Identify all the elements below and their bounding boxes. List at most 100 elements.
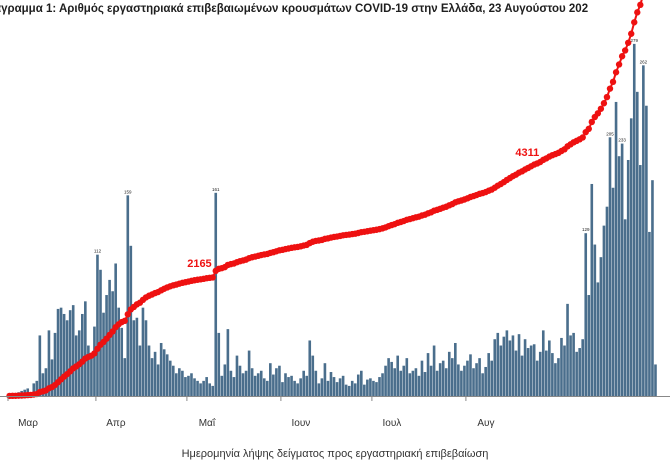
bar [575, 351, 578, 396]
cumulative-label: 2165 [187, 258, 211, 270]
bar-value-label: 279 [631, 38, 639, 43]
bar [272, 374, 275, 396]
bar [232, 377, 236, 396]
bar [548, 340, 551, 396]
bar [487, 353, 490, 396]
bar [375, 382, 378, 396]
bar [417, 375, 421, 396]
cumulative-point [631, 19, 638, 26]
bar [545, 350, 548, 396]
bar [469, 354, 472, 396]
cumulative-point [634, 9, 641, 16]
bar [566, 303, 569, 396]
bar [244, 370, 248, 396]
bar [360, 370, 363, 396]
bar [466, 360, 469, 396]
cumulative-point [594, 110, 602, 117]
bar [141, 307, 145, 396]
bar [629, 118, 633, 396]
bar [123, 358, 127, 396]
bar [132, 320, 136, 396]
bar [281, 382, 284, 396]
bar [554, 363, 557, 396]
bar [259, 370, 263, 396]
bar [44, 368, 48, 396]
bar [329, 372, 333, 396]
bar [162, 349, 166, 396]
cumulative-point [588, 118, 595, 126]
bar [62, 313, 66, 396]
bar [526, 348, 530, 396]
bar [90, 358, 93, 396]
bar [71, 305, 75, 396]
bar [68, 310, 72, 396]
bar [217, 332, 221, 396]
bar [205, 377, 208, 396]
bar [584, 233, 588, 396]
bar [505, 330, 509, 396]
bar [460, 370, 463, 396]
bar [475, 363, 478, 396]
cumulative-point [621, 47, 629, 54]
bar-value-label: 205 [606, 131, 614, 136]
x-tick-label: Μαρ [18, 418, 38, 429]
bar [496, 332, 500, 396]
x-tick-label: Ιουλ [382, 418, 401, 429]
bar [299, 378, 302, 396]
bar [541, 330, 545, 396]
bar [47, 330, 51, 396]
bar [256, 373, 260, 396]
cumulative-point [606, 85, 614, 92]
bar [323, 363, 327, 396]
bar [402, 365, 406, 396]
bar [38, 335, 42, 396]
bar [220, 375, 224, 396]
bar [96, 254, 99, 396]
bar [184, 377, 187, 396]
bar [608, 137, 612, 396]
bar-value-label: 262 [640, 59, 648, 64]
bar [472, 368, 475, 396]
bar-value-label: 233 [618, 138, 626, 143]
bar [338, 378, 342, 396]
bar [463, 365, 466, 396]
bar [372, 380, 375, 396]
bar [111, 291, 114, 396]
cumulative-point [637, 1, 644, 9]
x-tick-label-group: Αυγ [477, 418, 494, 429]
bar-value-label: 129 [582, 227, 590, 232]
bar [250, 368, 254, 396]
bar [635, 91, 639, 396]
bar [363, 384, 366, 396]
bar [393, 368, 396, 396]
cumulative-point [91, 350, 98, 357]
bar [65, 320, 69, 396]
bar [135, 317, 139, 396]
bar [353, 383, 357, 396]
bar [645, 105, 648, 396]
bar [432, 345, 436, 396]
bar [284, 373, 287, 396]
bar [287, 377, 290, 396]
bar [50, 359, 54, 396]
bar [126, 195, 130, 396]
cumulative-point [121, 317, 128, 325]
cumulative-point [597, 105, 605, 112]
bar [390, 361, 393, 396]
bar [411, 370, 415, 396]
bar [569, 335, 572, 396]
bar [235, 355, 239, 396]
bar [423, 372, 427, 396]
bar [153, 351, 157, 396]
bar [59, 307, 63, 396]
bar [190, 373, 193, 396]
cumulative-point [600, 100, 608, 107]
cumulative-point [585, 125, 592, 133]
bar [296, 383, 299, 396]
bar [632, 43, 636, 396]
bar [620, 143, 624, 396]
bar [105, 295, 108, 396]
bar [181, 370, 184, 396]
bar [369, 378, 372, 396]
bar [117, 307, 120, 396]
